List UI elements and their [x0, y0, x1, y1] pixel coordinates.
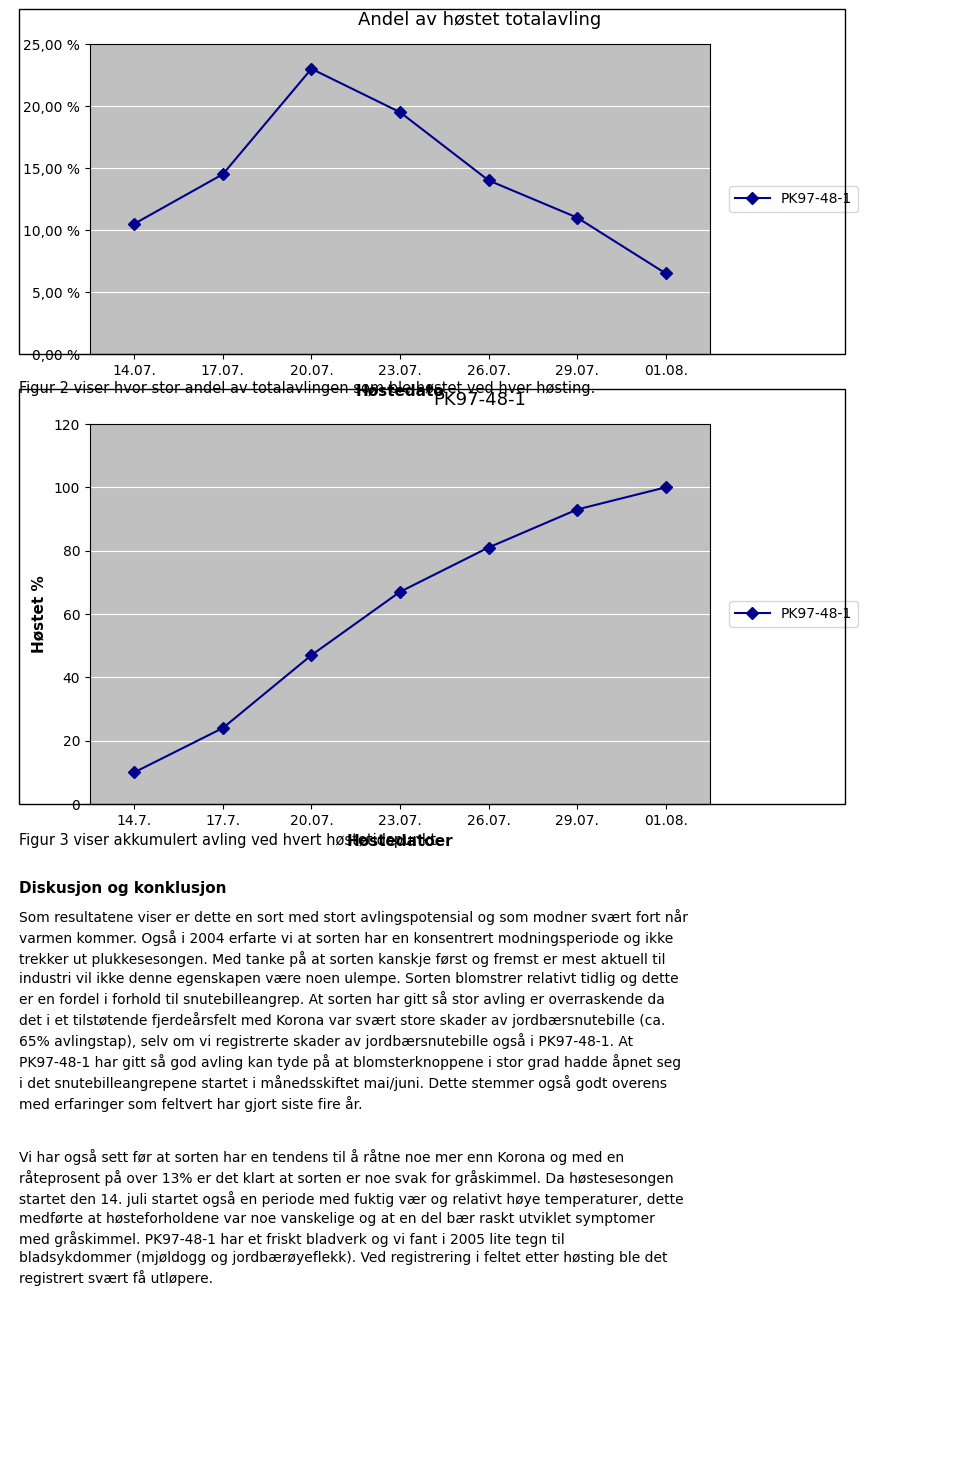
Text: Figur 2 viser hvor stor andel av totalavlingen som ble høstet ved hver høsting.: Figur 2 viser hvor stor andel av totalav… [19, 381, 595, 395]
X-axis label: Høstedatoer: Høstedatoer [347, 833, 453, 848]
Text: Andel av høstet totalavling: Andel av høstet totalavling [358, 12, 602, 29]
Text: Figur 3 viser akkumulert avling ved hvert høstetidspunkt.: Figur 3 viser akkumulert avling ved hver… [19, 833, 441, 848]
Text: PK97-48-1: PK97-48-1 [434, 391, 526, 408]
Legend: PK97-48-1: PK97-48-1 [730, 602, 857, 627]
Text: Som resultatene viser er dette en sort med stort avlingspotensial og som modner : Som resultatene viser er dette en sort m… [19, 909, 688, 1113]
Y-axis label: Høstet %: Høstet % [32, 575, 47, 653]
Text: Diskusjon og konklusjon: Diskusjon og konklusjon [19, 881, 227, 896]
Legend: PK97-48-1: PK97-48-1 [730, 186, 857, 212]
X-axis label: Høstedato: Høstedato [355, 384, 444, 398]
Text: Vi har også sett før at sorten har en tendens til å råtne noe mer enn Korona og : Vi har også sett før at sorten har en te… [19, 1149, 684, 1287]
